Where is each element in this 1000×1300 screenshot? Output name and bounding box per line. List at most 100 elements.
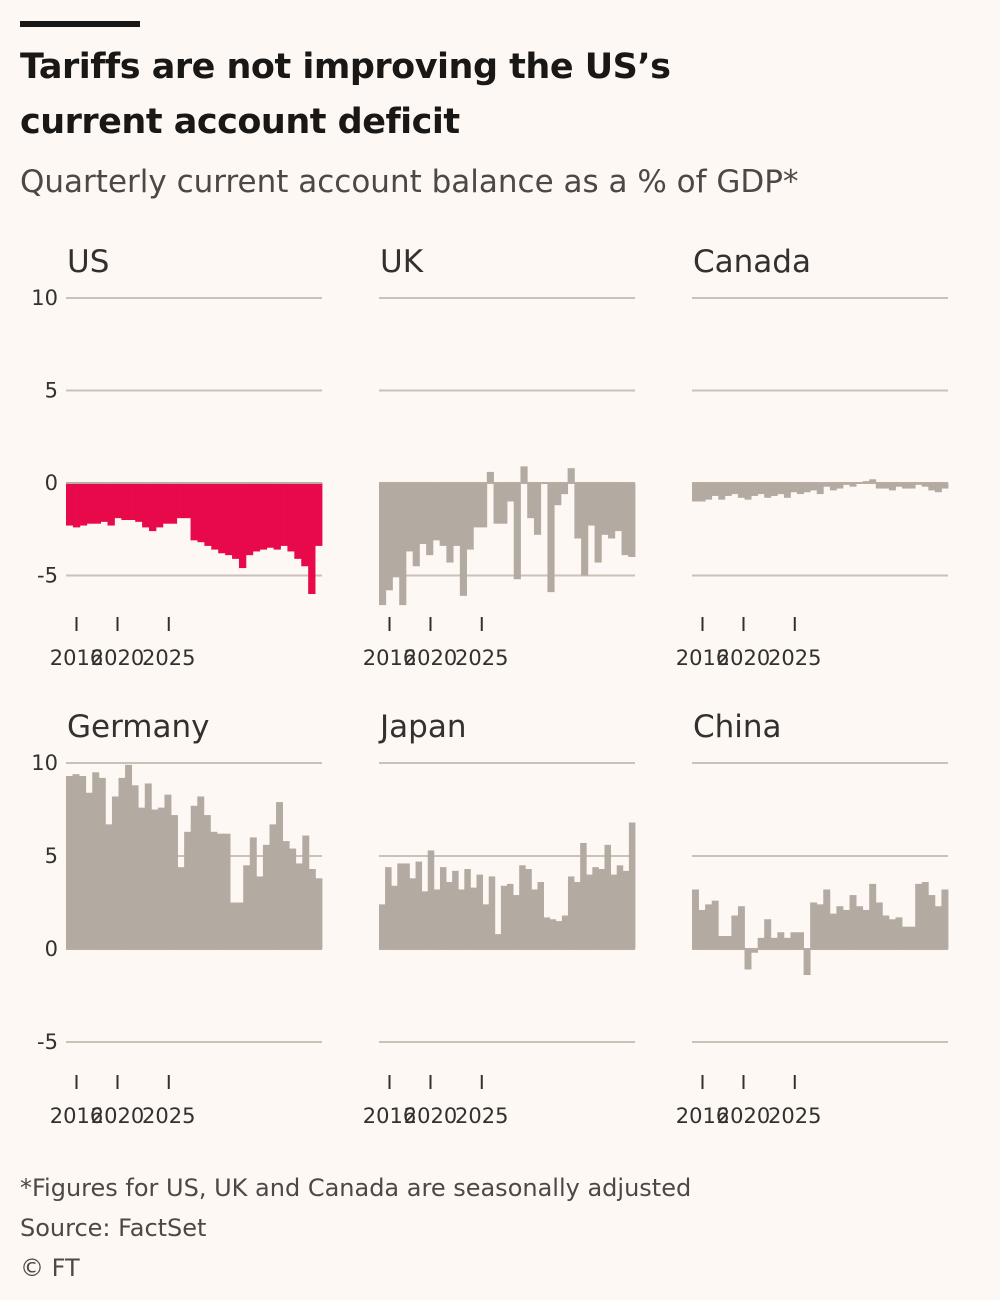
x-tick-label: 2016 [50,1104,103,1128]
bar [921,882,929,949]
bar [692,889,699,949]
bar [882,483,890,489]
bar [315,483,323,546]
bar [862,909,870,949]
bar [525,869,532,949]
bar [621,483,629,556]
bar [273,483,281,550]
bar [554,483,562,506]
bar [718,935,726,949]
bar [488,876,496,949]
bar [287,483,295,552]
bar [513,895,520,949]
bar [724,483,732,496]
bar [98,777,106,949]
source-note: Source: FactSet [20,1214,207,1242]
bar [934,906,942,949]
bar [527,483,535,519]
y-tick-label: -5 [37,1030,58,1054]
chart-title: Tariffs are not improving the US’s curre… [20,47,671,142]
x-tick-label: 2016 [363,646,416,670]
bar [586,874,593,949]
bar [547,483,555,593]
bar [849,483,857,487]
panel-title-uk: UK [380,244,424,280]
bar [507,483,515,502]
bar [184,831,192,949]
bar [705,904,713,949]
bar [385,867,392,949]
bar [744,483,752,500]
bar [764,919,772,949]
bar [218,483,226,554]
bar [751,483,759,496]
bar [379,483,387,606]
bar [466,483,474,550]
x-tick-label: 2016 [676,646,729,670]
bar [628,483,636,557]
bar [72,774,80,949]
x-tick-label: 2025 [455,646,508,670]
bar [289,848,297,949]
bar [616,865,624,949]
bar [308,869,316,949]
bar [453,483,461,546]
bar [698,909,706,949]
bar [426,483,434,556]
bar [412,483,420,567]
bar [797,483,804,495]
x-tick-label: 2020 [91,1104,144,1128]
x-tick-label: 2020 [717,1104,770,1128]
bar [934,483,942,493]
bar [432,483,441,541]
bar [608,483,616,539]
top-rule [20,21,140,27]
y-tick-label: 10 [31,286,58,310]
bar [144,783,152,949]
bar [446,882,453,949]
bar [266,483,274,548]
bar [757,937,765,949]
bar [276,802,284,949]
bar [797,932,804,949]
bar [705,483,713,500]
bar [125,764,133,949]
bar [531,889,538,949]
bar [574,483,582,539]
bar [238,483,247,569]
bar [494,934,502,949]
panel-title-canada: Canada [693,244,811,280]
bar [744,949,752,970]
bar [941,483,949,489]
y-tick-label: -5 [37,564,58,588]
bar [941,889,949,949]
footnote: *Figures for US, UK and Canada are seaso… [20,1174,692,1202]
bar [751,949,759,953]
bar [243,865,251,949]
bar [592,867,599,949]
bar [610,874,618,949]
bar [711,483,719,496]
bar [79,483,88,526]
bar [433,889,441,949]
bar [770,937,778,949]
bar [249,837,257,949]
bar [888,483,896,491]
bar [480,483,488,528]
bar [419,483,427,545]
bar [921,483,929,487]
bar [399,483,407,606]
y-tick-label: 5 [45,379,58,403]
bar [908,483,916,489]
bar [836,906,844,949]
bar [66,776,73,949]
bar [601,483,609,535]
bar [72,483,81,528]
x-tick-label: 2020 [404,646,457,670]
bar [415,861,423,949]
y-tick-label: 0 [45,937,58,961]
bar [718,483,726,500]
bar [731,483,739,495]
bar [315,878,323,949]
